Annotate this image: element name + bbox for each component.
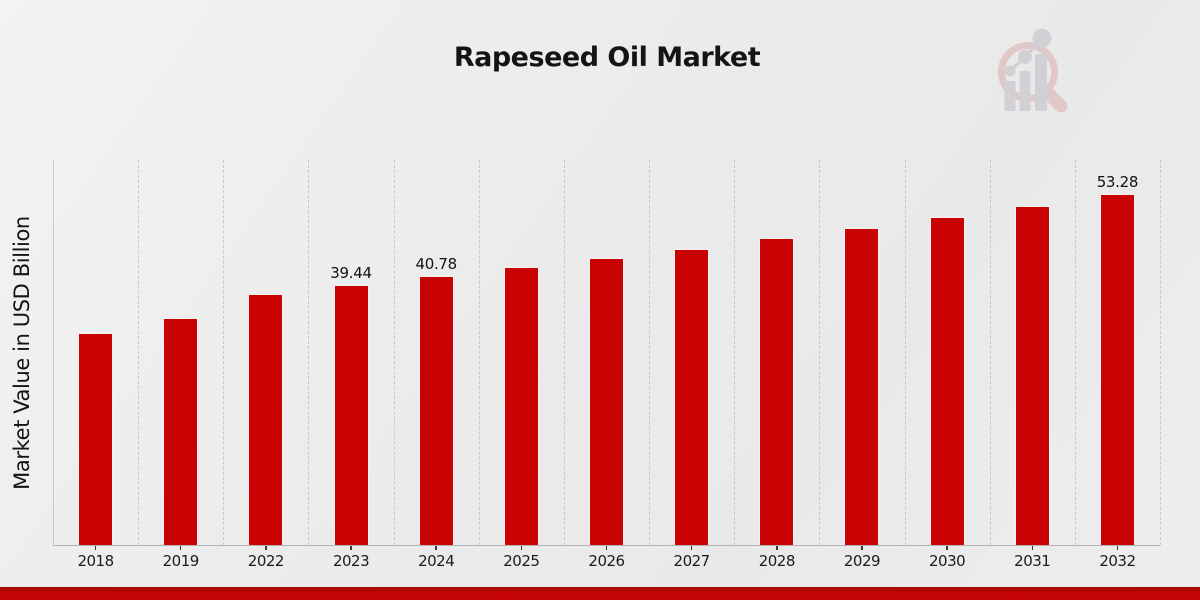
bar-2018: [78, 332, 114, 545]
y-axis-line: [53, 160, 54, 545]
x-tick-label-2027: 2027: [673, 552, 711, 570]
vertical-gridline: [393, 160, 395, 545]
vertical-gridline: [819, 160, 821, 545]
x-axis-line: [53, 545, 1160, 546]
x-axis-tick: [350, 546, 352, 550]
x-axis-tick: [776, 546, 778, 550]
x-axis-tick: [690, 546, 693, 550]
x-axis-tick: [179, 546, 182, 550]
bar-2019: [163, 317, 199, 545]
vertical-gridline: [308, 160, 310, 545]
vertical-gridline: [734, 160, 736, 545]
x-tick-label-2026: 2026: [588, 552, 625, 570]
vertical-gridline: [1160, 160, 1161, 545]
bar-2026: [589, 257, 624, 545]
bar-value-label-2023: 39.44: [330, 263, 372, 282]
bar-2029: [844, 227, 880, 545]
x-tick-label-2031: 2031: [1014, 552, 1051, 570]
bar-2031: [1014, 206, 1050, 545]
vertical-gridline: [649, 160, 651, 545]
x-tick-label-2018: 2018: [77, 552, 114, 570]
x-axis-tick: [605, 546, 608, 550]
x-axis-tick: [861, 546, 863, 550]
vertical-gridline: [563, 160, 565, 545]
bar-2032: [1099, 193, 1135, 545]
x-axis-tick: [1116, 546, 1119, 550]
magnifier-bar-chart-logo-icon: [998, 28, 1068, 113]
bar-2028: [759, 237, 795, 545]
vertical-gridline: [138, 160, 140, 545]
market-research-logo-watermark: [975, 25, 1095, 120]
x-tick-label-2028: 2028: [758, 552, 796, 570]
bar-2027: [674, 248, 710, 545]
x-axis-tick: [520, 546, 523, 550]
x-tick-label-2032: 2032: [1099, 552, 1136, 570]
bar-2024: [418, 276, 454, 545]
x-axis-tick: [94, 546, 97, 550]
x-tick-label-2019: 2019: [162, 552, 200, 570]
bar-2025: [503, 267, 539, 545]
x-axis-tick: [1031, 546, 1034, 550]
vertical-gridline: [1074, 160, 1076, 545]
x-axis-tick: [435, 546, 437, 550]
vertical-gridline: [989, 160, 991, 545]
bar-2022: [248, 293, 284, 545]
footer-red-strip: [0, 587, 1200, 600]
bar-2030: [929, 216, 965, 545]
x-tick-label-2023: 2023: [332, 552, 370, 570]
x-axis-tick: [946, 546, 948, 550]
bar-2023: [333, 284, 369, 545]
vertical-gridline: [904, 160, 906, 545]
bar-value-label-2032: 53.28: [1096, 172, 1139, 191]
bar-value-label-2024: 40.78: [415, 255, 457, 274]
x-tick-label-2025: 2025: [503, 552, 540, 570]
x-tick-label-2030: 2030: [929, 552, 966, 570]
x-tick-label-2024: 2024: [418, 552, 455, 570]
x-axis-tick: [265, 546, 267, 550]
x-tick-label-2022: 2022: [247, 552, 285, 570]
vertical-gridline: [478, 160, 480, 545]
vertical-gridline: [223, 160, 225, 545]
chart-title: Rapeseed Oil Market: [453, 42, 761, 73]
x-tick-label-2029: 2029: [843, 552, 881, 570]
